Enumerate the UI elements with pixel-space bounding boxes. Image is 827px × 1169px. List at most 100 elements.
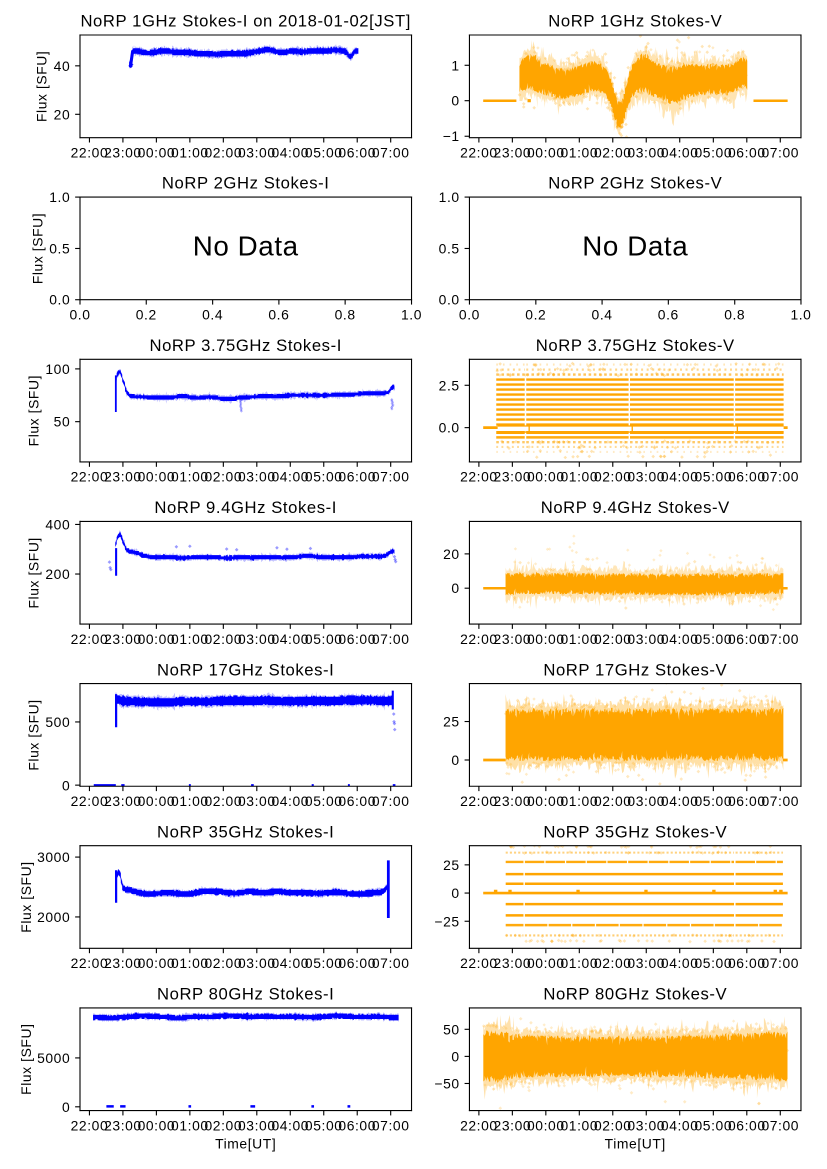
- svg-text:07:00: 07:00: [761, 955, 799, 971]
- svg-text:02:00: 02:00: [205, 955, 243, 971]
- svg-text:200: 200: [45, 566, 70, 582]
- svg-text:NoRP 35GHz Stokes-V: NoRP 35GHz Stokes-V: [543, 822, 727, 841]
- svg-text:04:00: 04:00: [271, 1117, 309, 1133]
- svg-text:06:00: 06:00: [338, 1117, 376, 1133]
- svg-text:01:00: 01:00: [560, 469, 598, 485]
- svg-text:NoRP 3.75GHz Stokes-V: NoRP 3.75GHz Stokes-V: [536, 336, 735, 355]
- svg-text:07:00: 07:00: [761, 469, 799, 485]
- svg-text:04:00: 04:00: [661, 955, 699, 971]
- svg-text:0.5: 0.5: [439, 240, 460, 256]
- svg-text:22:00: 22:00: [460, 469, 498, 485]
- svg-text:NoRP 1GHz Stokes-V: NoRP 1GHz Stokes-V: [548, 12, 722, 31]
- svg-text:0.4: 0.4: [202, 307, 223, 323]
- svg-text:500: 500: [45, 714, 70, 730]
- svg-text:0: 0: [451, 93, 459, 109]
- svg-text:23:00: 23:00: [104, 793, 142, 809]
- svg-text:00:00: 00:00: [138, 793, 176, 809]
- svg-text:07:00: 07:00: [761, 1117, 799, 1133]
- svg-text:05:00: 05:00: [695, 955, 733, 971]
- svg-text:05:00: 05:00: [305, 1117, 343, 1133]
- svg-text:03:00: 03:00: [238, 469, 276, 485]
- svg-text:22:00: 22:00: [71, 1117, 109, 1133]
- svg-text:Flux [SFU]: Flux [SFU]: [30, 213, 46, 284]
- svg-text:01:00: 01:00: [171, 631, 209, 647]
- svg-text:0: 0: [451, 752, 459, 768]
- svg-text:0: 0: [62, 777, 70, 793]
- svg-text:03:00: 03:00: [238, 955, 276, 971]
- svg-text:00:00: 00:00: [527, 631, 565, 647]
- svg-text:06:00: 06:00: [728, 1117, 766, 1133]
- svg-text:02:00: 02:00: [594, 144, 632, 160]
- svg-text:1.0: 1.0: [790, 307, 811, 323]
- svg-text:−50: −50: [434, 1075, 459, 1091]
- svg-text:22:00: 22:00: [460, 1117, 498, 1133]
- svg-text:Flux [SFU]: Flux [SFU]: [18, 1023, 34, 1094]
- svg-text:NoRP 35GHz Stokes-I: NoRP 35GHz Stokes-I: [157, 822, 334, 841]
- svg-text:No Data: No Data: [193, 231, 299, 262]
- svg-text:02:00: 02:00: [594, 469, 632, 485]
- svg-text:05:00: 05:00: [695, 1117, 733, 1133]
- svg-text:06:00: 06:00: [338, 469, 376, 485]
- svg-text:03:00: 03:00: [238, 631, 276, 647]
- svg-text:NoRP 2GHz Stokes-I: NoRP 2GHz Stokes-I: [162, 174, 330, 193]
- svg-text:05:00: 05:00: [695, 793, 733, 809]
- svg-text:07:00: 07:00: [372, 631, 410, 647]
- svg-text:04:00: 04:00: [271, 144, 309, 160]
- svg-text:00:00: 00:00: [527, 1117, 565, 1133]
- svg-text:0: 0: [451, 885, 459, 901]
- svg-text:1.0: 1.0: [49, 189, 70, 205]
- svg-text:0.0: 0.0: [439, 420, 460, 436]
- svg-text:01:00: 01:00: [171, 144, 209, 160]
- svg-text:No Data: No Data: [582, 231, 688, 262]
- svg-text:03:00: 03:00: [627, 955, 665, 971]
- svg-text:04:00: 04:00: [661, 631, 699, 647]
- svg-text:07:00: 07:00: [761, 144, 799, 160]
- svg-text:04:00: 04:00: [661, 469, 699, 485]
- svg-text:02:00: 02:00: [205, 793, 243, 809]
- svg-text:0.2: 0.2: [136, 307, 157, 323]
- svg-text:06:00: 06:00: [338, 631, 376, 647]
- svg-text:22:00: 22:00: [460, 631, 498, 647]
- svg-text:05:00: 05:00: [305, 631, 343, 647]
- svg-text:01:00: 01:00: [560, 793, 598, 809]
- svg-text:Flux [SFU]: Flux [SFU]: [26, 699, 42, 770]
- svg-text:03:00: 03:00: [627, 631, 665, 647]
- svg-text:25: 25: [443, 857, 460, 873]
- svg-text:23:00: 23:00: [104, 631, 142, 647]
- svg-text:05:00: 05:00: [695, 631, 733, 647]
- svg-text:0.0: 0.0: [49, 292, 70, 308]
- svg-text:2000: 2000: [37, 909, 70, 925]
- svg-text:22:00: 22:00: [460, 793, 498, 809]
- svg-text:06:00: 06:00: [728, 955, 766, 971]
- svg-text:22:00: 22:00: [71, 631, 109, 647]
- svg-text:06:00: 06:00: [728, 631, 766, 647]
- svg-text:02:00: 02:00: [594, 793, 632, 809]
- svg-text:NoRP 80GHz Stokes-V: NoRP 80GHz Stokes-V: [543, 985, 727, 1004]
- svg-text:−25: −25: [434, 913, 459, 929]
- svg-text:22:00: 22:00: [71, 144, 109, 160]
- svg-text:05:00: 05:00: [305, 144, 343, 160]
- svg-text:00:00: 00:00: [138, 469, 176, 485]
- svg-text:07:00: 07:00: [372, 469, 410, 485]
- svg-text:Time[UT]: Time[UT]: [605, 1136, 666, 1152]
- svg-text:23:00: 23:00: [494, 469, 532, 485]
- svg-text:07:00: 07:00: [761, 631, 799, 647]
- svg-text:NoRP 17GHz Stokes-V: NoRP 17GHz Stokes-V: [543, 660, 727, 679]
- svg-text:Flux [SFU]: Flux [SFU]: [18, 861, 34, 932]
- svg-text:NoRP 17GHz Stokes-I: NoRP 17GHz Stokes-I: [157, 660, 334, 679]
- svg-text:00:00: 00:00: [527, 144, 565, 160]
- svg-text:Time[UT]: Time[UT]: [215, 1136, 276, 1152]
- svg-text:22:00: 22:00: [71, 955, 109, 971]
- svg-text:23:00: 23:00: [494, 955, 532, 971]
- svg-text:07:00: 07:00: [372, 955, 410, 971]
- svg-text:06:00: 06:00: [338, 793, 376, 809]
- svg-text:00:00: 00:00: [138, 955, 176, 971]
- svg-text:02:00: 02:00: [205, 144, 243, 160]
- svg-text:01:00: 01:00: [171, 955, 209, 971]
- svg-text:0.4: 0.4: [592, 307, 613, 323]
- svg-text:04:00: 04:00: [661, 793, 699, 809]
- svg-text:0: 0: [62, 1099, 70, 1115]
- svg-text:0.0: 0.0: [439, 292, 460, 308]
- svg-text:00:00: 00:00: [138, 144, 176, 160]
- svg-text:03:00: 03:00: [627, 1117, 665, 1133]
